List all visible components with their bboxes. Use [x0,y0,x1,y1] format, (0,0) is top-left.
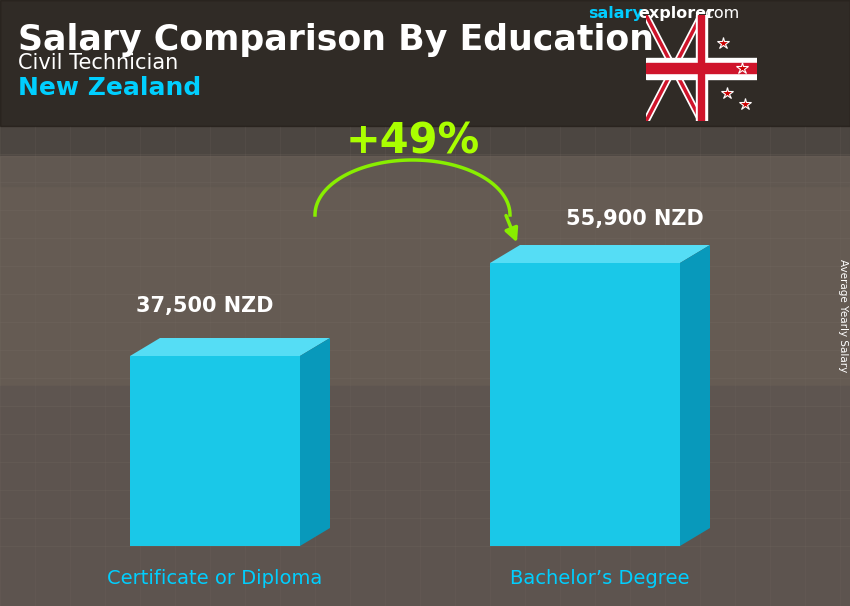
Bar [646,63,756,73]
Text: Average Yearly Salary: Average Yearly Salary [838,259,848,373]
Polygon shape [300,338,330,546]
Polygon shape [680,245,710,546]
Text: 37,500 NZD: 37,500 NZD [136,296,274,316]
Text: Civil Technician: Civil Technician [18,53,178,73]
Text: Bachelor’s Degree: Bachelor’s Degree [510,568,689,587]
Bar [0,386,850,606]
Bar [695,15,706,121]
Bar [0,156,850,406]
Text: explorer: explorer [638,6,714,21]
Text: Salary Comparison By Education: Salary Comparison By Education [18,23,654,57]
Bar [490,263,680,546]
Bar [699,15,704,121]
Text: +49%: +49% [345,121,479,163]
Polygon shape [490,245,710,263]
Bar [646,58,756,79]
Bar [0,0,850,186]
Text: salary: salary [588,6,643,21]
Bar [0,0,850,126]
Text: 55,900 NZD: 55,900 NZD [566,209,704,229]
Bar [130,356,300,546]
Text: New Zealand: New Zealand [18,76,201,100]
Text: Certificate or Diploma: Certificate or Diploma [107,568,323,587]
Polygon shape [130,338,330,356]
Text: .com: .com [700,6,740,21]
